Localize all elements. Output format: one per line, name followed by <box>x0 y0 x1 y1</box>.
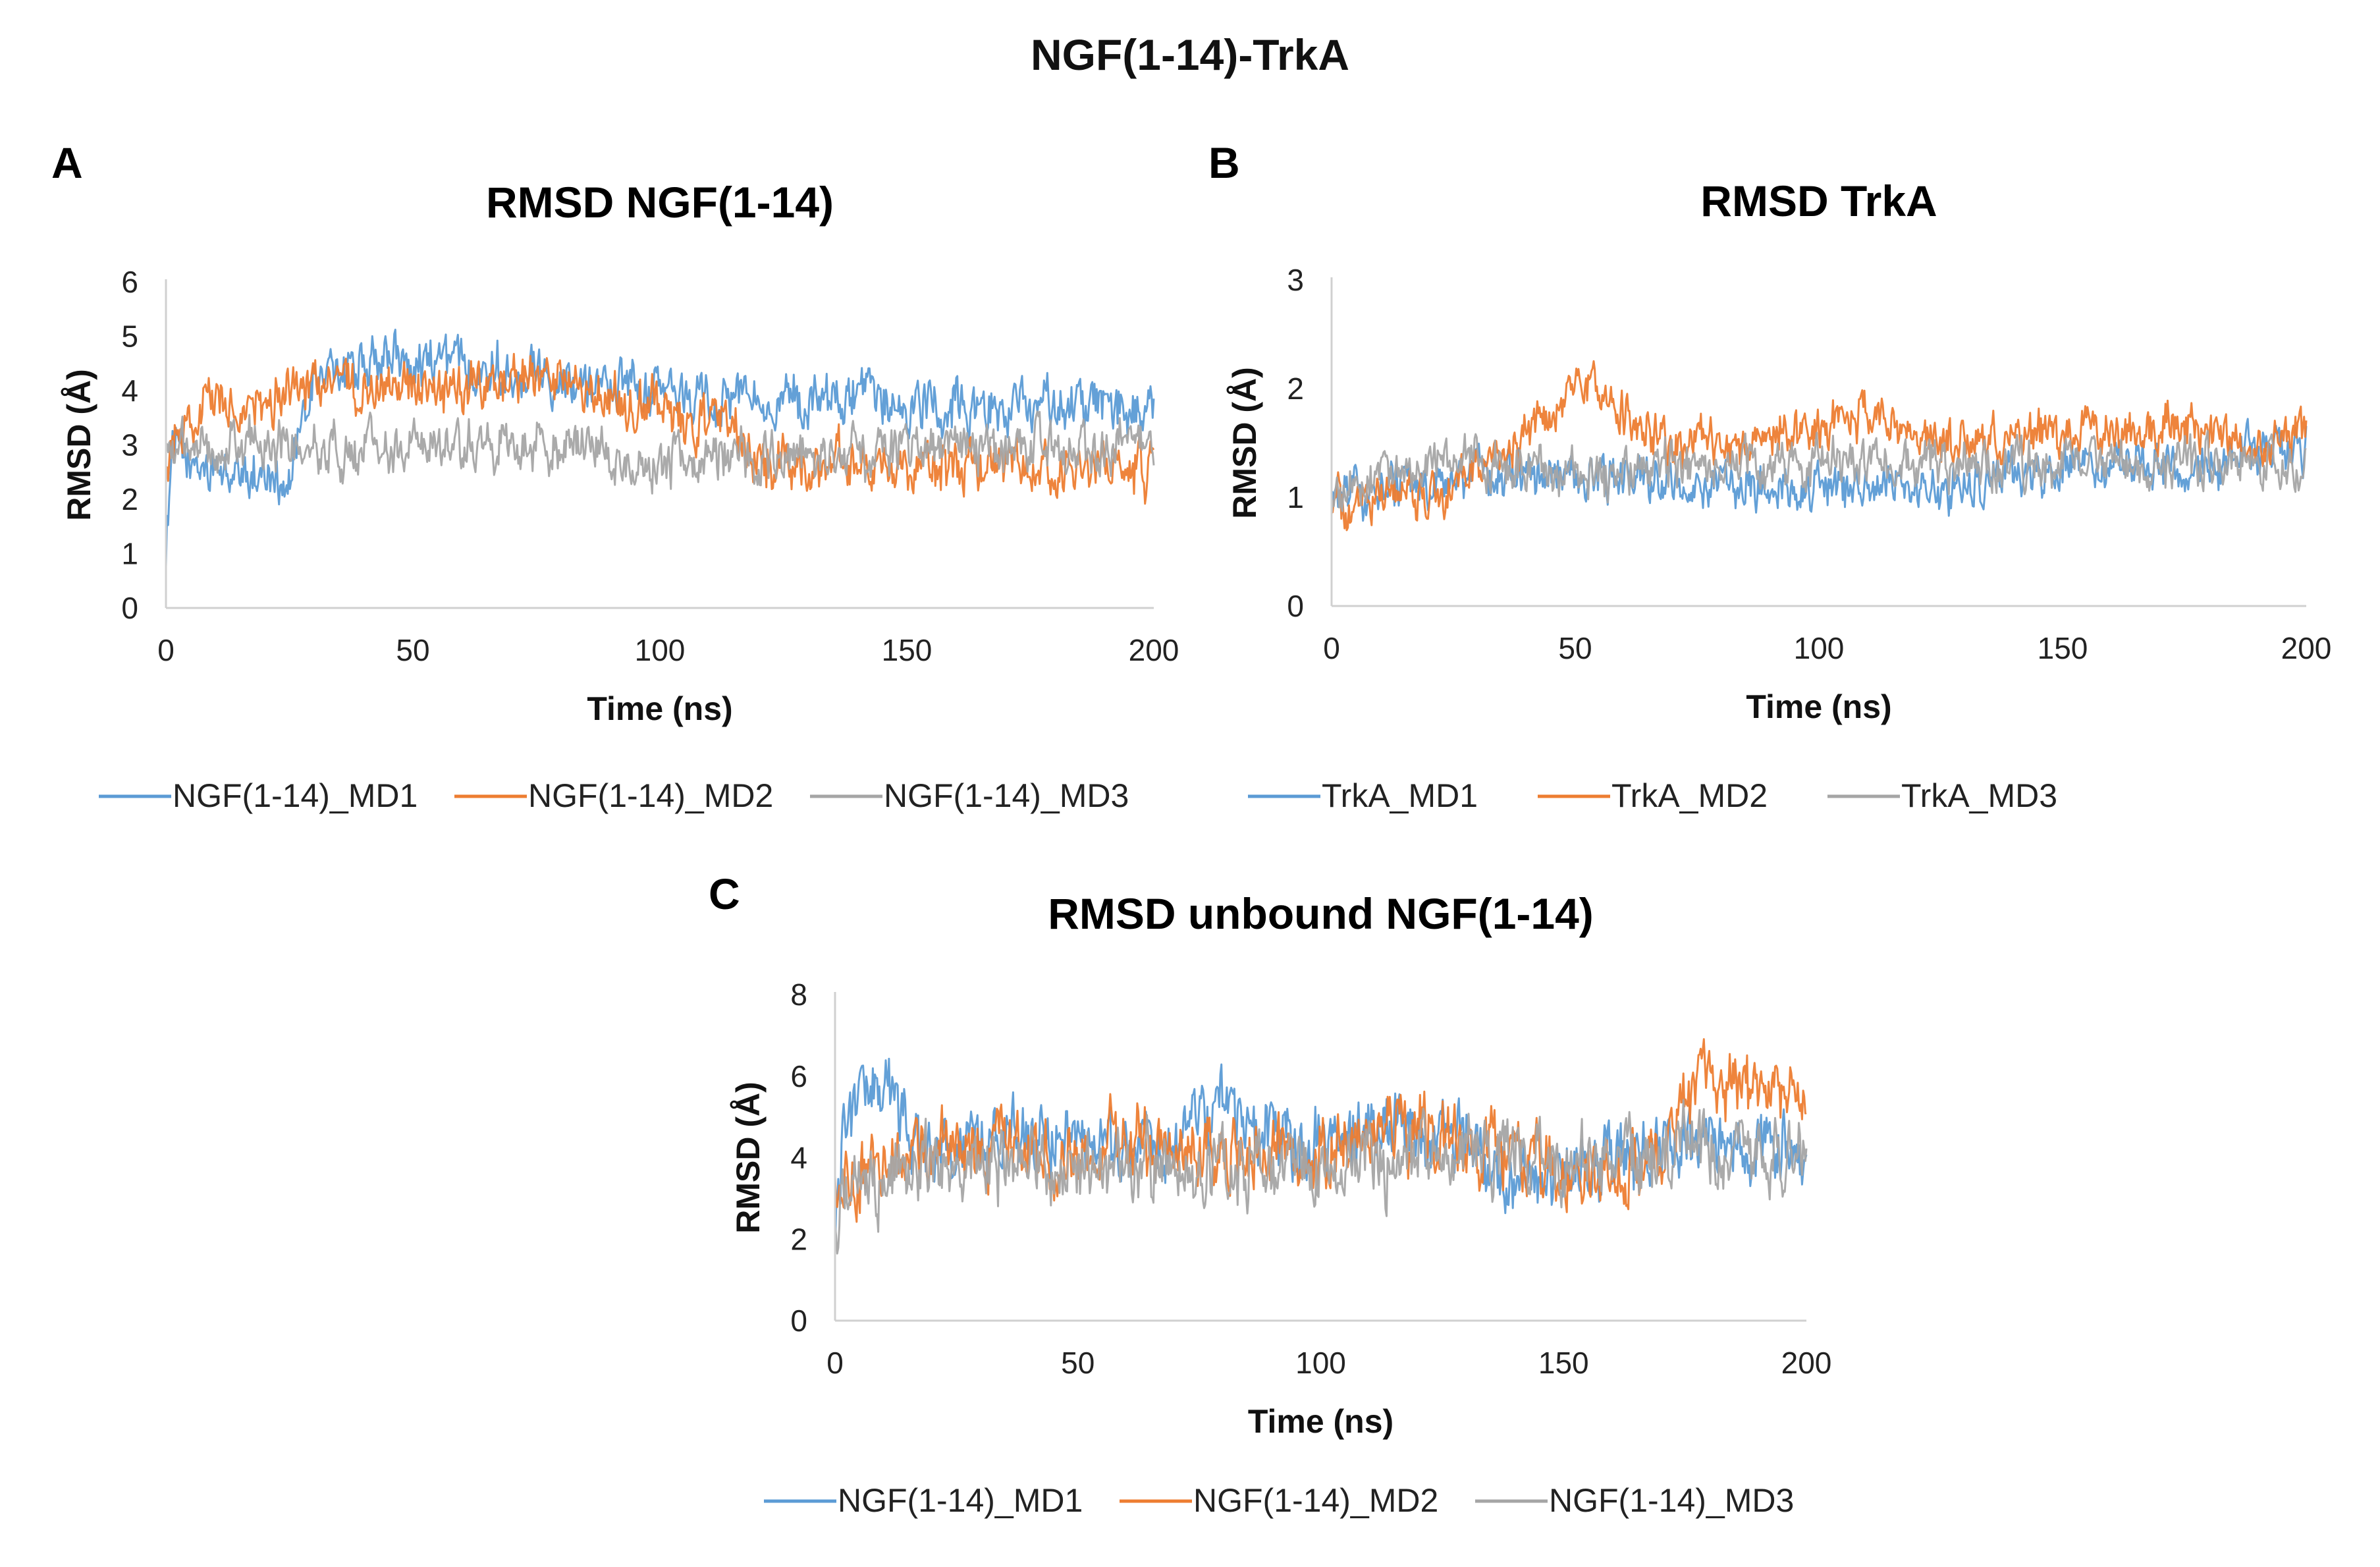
rmsd-unbound-ngf-chart: C RMSD unbound NGF(1-14) 0 2 4 6 8 0 50 100 150 200… <box>709 869 1832 1519</box>
x-tick-label: 150 <box>1538 1346 1589 1380</box>
series-line-3 <box>834 1099 1808 1255</box>
y-tick-label: 2 <box>121 482 138 516</box>
y-tick-label: 3 <box>121 428 138 462</box>
y-tick-label: 6 <box>790 1059 807 1093</box>
x-axis-title: Time (ns) <box>1248 1403 1393 1440</box>
y-tick-label: 0 <box>790 1304 807 1338</box>
x-tick-label: 200 <box>2281 631 2332 665</box>
y-tick-label: 8 <box>790 977 807 1012</box>
y-tick-label: 1 <box>121 537 138 571</box>
chart-title: RMSD TrkA <box>1700 177 1937 225</box>
x-tick-label: 50 <box>396 633 429 667</box>
rmsd-ngf-chart: A RMSD NGF(1-14) 0 1 2 3 4 5 6 0 50 100 150 200 Time (… <box>51 138 1179 814</box>
panel-a: A RMSD NGF(1-14) 0 1 2 3 4 5 6 0 50 100 150 200 Time (… <box>0 119 1190 856</box>
panel-letter-c: C <box>709 869 740 918</box>
chart-title: RMSD NGF(1-14) <box>486 178 834 227</box>
x-tick-label: 100 <box>635 633 686 667</box>
y-tick-label: 0 <box>1287 589 1304 623</box>
legend-label-3: NGF(1-14)_MD3 <box>1549 1482 1794 1519</box>
x-tick-label: 150 <box>882 633 933 667</box>
legend-label-3: TrkA_MD3 <box>1901 777 2057 814</box>
x-tick-label: 0 <box>157 633 175 667</box>
x-axis-title: Time (ns) <box>587 690 732 727</box>
panel-letter-b: B <box>1208 138 1240 187</box>
legend-label-2: NGF(1-14)_MD2 <box>528 777 773 814</box>
y-axis-title: RMSD (Å) <box>1226 367 1263 519</box>
x-tick-label: 50 <box>1061 1346 1095 1380</box>
y-tick-label: 2 <box>790 1222 807 1256</box>
y-tick-label: 6 <box>121 265 138 299</box>
panel-letter-a: A <box>51 138 83 187</box>
y-axis-title: RMSD (Å) <box>61 369 97 521</box>
series-line-2 <box>834 1038 1807 1223</box>
legend-label-1: TrkA_MD1 <box>1322 777 1478 814</box>
x-tick-label: 200 <box>1129 633 1179 667</box>
series-line-1 <box>165 329 1155 567</box>
x-axis-title: Time (ns) <box>1746 688 1891 725</box>
chart-title: RMSD unbound NGF(1-14) <box>1048 889 1594 938</box>
x-tick-label: 100 <box>1295 1346 1346 1380</box>
legend-label-1: NGF(1-14)_MD1 <box>173 777 418 814</box>
legend-label-1: NGF(1-14)_MD1 <box>838 1482 1083 1519</box>
legend-label-2: TrkA_MD2 <box>1611 777 1768 814</box>
x-tick-label: 50 <box>1558 631 1592 665</box>
series-line-3 <box>165 410 1155 495</box>
series-line-3 <box>1330 429 2307 515</box>
x-tick-label: 150 <box>2038 631 2088 665</box>
x-tick-label: 100 <box>1794 631 1845 665</box>
x-tick-label: 200 <box>1781 1346 1832 1380</box>
y-tick-label: 1 <box>1287 480 1304 514</box>
panel-c: C RMSD unbound NGF(1-14) 0 2 4 6 8 0 50 100 150 200… <box>659 869 1910 1567</box>
y-tick-label: 3 <box>1287 263 1304 297</box>
y-tick-label: 0 <box>121 591 138 625</box>
legend-label-2: NGF(1-14)_MD2 <box>1193 1482 1438 1519</box>
legend-label-3: NGF(1-14)_MD3 <box>884 777 1129 814</box>
y-tick-label: 4 <box>121 373 138 408</box>
panel-b: B RMSD TrkA 0 1 2 3 0 50 100 150 200 Time (ns) RMSD … <box>1190 119 2380 856</box>
figure-title: NGF(1-14)-TrkA <box>1030 30 1350 79</box>
y-tick-label: 2 <box>1287 371 1304 406</box>
rmsd-trka-chart: B RMSD TrkA 0 1 2 3 0 50 100 150 200 Time (ns) RMSD … <box>1208 138 2332 814</box>
x-tick-label: 0 <box>826 1346 844 1380</box>
y-tick-label: 4 <box>790 1141 807 1175</box>
y-axis-title: RMSD (Å) <box>730 1082 767 1234</box>
x-tick-label: 0 <box>1323 631 1340 665</box>
y-tick-label: 5 <box>121 319 138 354</box>
